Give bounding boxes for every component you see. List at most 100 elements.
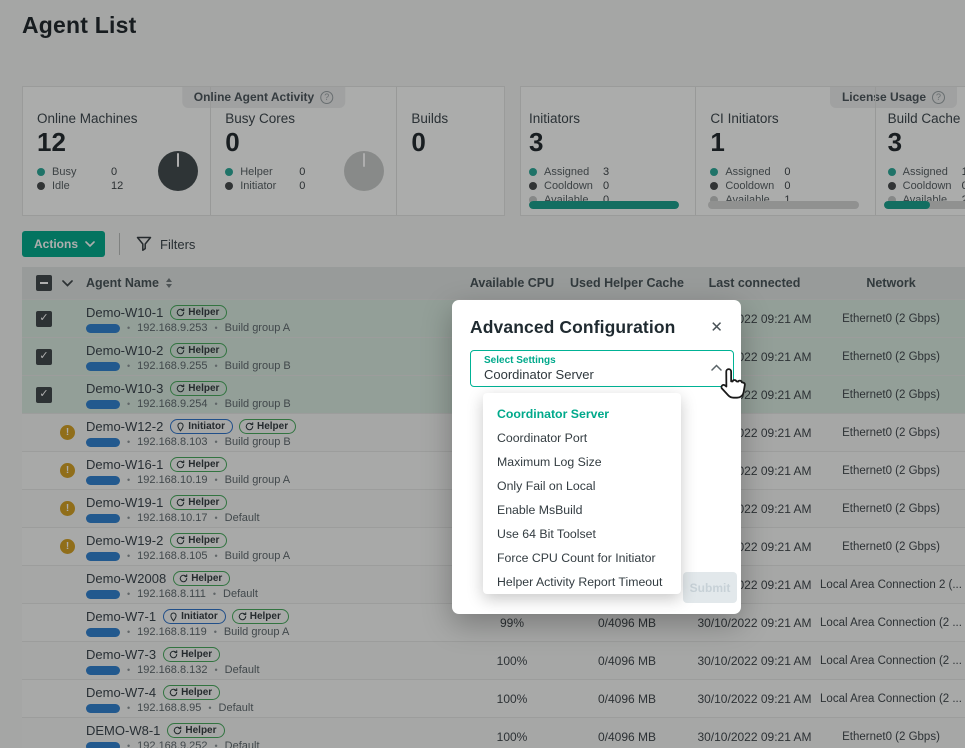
toolbar: Actions Filters xyxy=(22,231,195,257)
help-icon[interactable]: ? xyxy=(932,90,945,104)
network-value: Ethernet0 (2 Gbps) xyxy=(842,388,940,401)
legend-dot-icon xyxy=(887,181,896,190)
dropdown-option[interactable]: Enable MsBuild xyxy=(497,503,583,517)
submit-button[interactable]: Submit xyxy=(683,572,737,603)
dropdown-option[interactable]: Coordinator Port xyxy=(497,431,588,445)
dropdown-option[interactable]: Helper Activity Report Timeout xyxy=(497,575,663,589)
online-agent-activity-panel: Online Agent Activity ? Online Machines … xyxy=(22,86,505,216)
agent-name: Demo-W16-1 xyxy=(86,457,164,472)
row-checkbox[interactable] xyxy=(36,348,52,365)
agent-ip: 192.168.10.19 xyxy=(137,474,208,486)
agent-badges: Initiator Helper xyxy=(163,609,289,624)
dropdown-option[interactable]: Force CPU Count for Initiator xyxy=(497,551,656,565)
stat-card-legend: Helper 0 Initiator 0 xyxy=(225,166,386,192)
sync-icon xyxy=(177,536,185,545)
pin-icon xyxy=(170,611,177,622)
close-icon[interactable]: ✕ xyxy=(710,319,723,336)
agent-name: Demo-W19-2 xyxy=(86,533,164,548)
select-all-checkbox[interactable] xyxy=(36,275,52,291)
agent-name: DEMO-W8-1 xyxy=(86,723,161,738)
table-row[interactable]: ! Demo-W7-4 Helper • 192.168.8.95 • Defa… xyxy=(22,679,965,717)
agent-progress-pill xyxy=(86,665,120,675)
agent-group: Build group A xyxy=(224,322,291,334)
dropdown-option[interactable]: Maximum Log Size xyxy=(497,455,602,469)
agent-group: Default xyxy=(223,588,258,600)
stat-card-value: 0 xyxy=(411,127,426,157)
row-checkbox[interactable] xyxy=(36,310,52,327)
legend-value: 0 xyxy=(784,179,791,192)
badge-label: Helper xyxy=(256,421,289,432)
network-value: Local Area Connection (2 ... xyxy=(820,616,962,629)
stat-card: Builds 0 xyxy=(396,87,504,215)
stat-card: CI Initiators 1 Assigned 0 Cooldown 0 Availa… xyxy=(695,87,874,215)
helper-badge: Helper xyxy=(167,723,225,738)
legend-dot-icon xyxy=(529,195,537,204)
dropdown-option[interactable]: Only Fail on Local xyxy=(497,479,596,493)
toolbar-divider xyxy=(119,233,121,255)
agent-badges: Helper xyxy=(167,723,225,738)
sync-icon xyxy=(177,346,185,355)
stat-card-title: Build Cache xyxy=(887,111,961,126)
badge-label: Initiator xyxy=(181,611,218,622)
dropdown-option[interactable]: Coordinator Server xyxy=(497,407,610,421)
network-value: Ethernet0 (2 Gbps) xyxy=(842,730,940,743)
help-icon[interactable]: ? xyxy=(320,90,334,104)
legend-dot-icon xyxy=(710,181,719,190)
stat-card: Online Machines 12 Busy 0 Idle 12 xyxy=(23,87,210,215)
chevron-down-icon[interactable] xyxy=(62,279,73,287)
stat-card-legend: Busy 0 Idle 12 xyxy=(37,166,200,192)
network-value: Local Area Connection (2 ... xyxy=(820,654,962,667)
legend-dot-icon xyxy=(887,167,896,176)
legend-label: Cooldown xyxy=(902,179,952,192)
agent-group: Default xyxy=(224,664,260,676)
dropdown-option[interactable]: Use 64 Bit Toolset xyxy=(497,527,596,541)
initiator-badge: Initiator xyxy=(163,609,226,624)
actions-button[interactable]: Actions xyxy=(22,231,106,257)
online-agent-activity-tab: Online Agent Activity ? xyxy=(181,87,346,108)
settings-select[interactable]: Select Settings Coordinator Server xyxy=(470,350,734,387)
pie-chart xyxy=(344,151,385,191)
agent-progress-pill xyxy=(86,399,120,409)
badge-label: Helper xyxy=(188,459,220,470)
column-header-agent-name[interactable]: Agent Name xyxy=(86,276,462,290)
legend-value: 0 xyxy=(784,165,791,178)
agent-badges: Initiator Helper xyxy=(170,419,297,434)
legend-item: Assigned 1 xyxy=(887,165,965,178)
helper-badge: Helper xyxy=(170,533,228,548)
filters-label: Filters xyxy=(160,236,196,252)
legend-item: Idle 12 xyxy=(37,180,200,192)
stat-card-value: 0 xyxy=(225,127,240,157)
legend-value: 1 xyxy=(961,165,965,178)
stat-card-value: 3 xyxy=(887,127,903,157)
table-row[interactable]: ! Demo-W7-3 Helper • 192.168.8.132 • Def… xyxy=(22,641,965,679)
badge-label: Helper xyxy=(188,383,220,394)
sync-icon xyxy=(177,384,185,393)
legend-item: Cooldown 0 xyxy=(887,179,965,192)
column-header-used-helper-cache: Used Helper Cache xyxy=(570,276,684,290)
legend-label: Busy xyxy=(52,165,77,178)
legend-item: Helper 0 xyxy=(225,166,386,178)
legend-label: Idle xyxy=(52,179,70,192)
last-connected-value: 30/10/2022 09:21 AM xyxy=(697,729,812,744)
sync-icon xyxy=(245,422,254,431)
agent-group: Build group B xyxy=(224,436,291,448)
helper-badge: Helper xyxy=(163,685,221,700)
filters-button[interactable]: Filters xyxy=(136,236,195,252)
agent-name: Demo-W19-1 xyxy=(86,495,164,510)
warning-icon: ! xyxy=(60,539,75,554)
legend-value: 1 xyxy=(784,193,791,206)
table-row[interactable]: ! DEMO-W8-1 Helper • 192.168.9.252 • Def… xyxy=(22,717,965,748)
legend-value: 0 xyxy=(603,193,610,206)
stat-card: Initiators 3 Assigned 3 Cooldown 0 Available… xyxy=(521,87,695,215)
helper-badge: Helper xyxy=(238,419,297,434)
agent-group: Build group B xyxy=(224,398,291,410)
agent-name: Demo-W2008 xyxy=(86,571,167,586)
badge-label: Helper xyxy=(191,573,223,584)
agent-group: Build group A xyxy=(223,626,290,638)
legend-item: Busy 0 xyxy=(37,166,200,178)
badge-label: Helper xyxy=(188,307,220,318)
network-value: Local Area Connection 2 (... xyxy=(820,578,962,591)
row-checkbox[interactable] xyxy=(36,386,52,403)
helper-badge: Helper xyxy=(170,343,228,358)
